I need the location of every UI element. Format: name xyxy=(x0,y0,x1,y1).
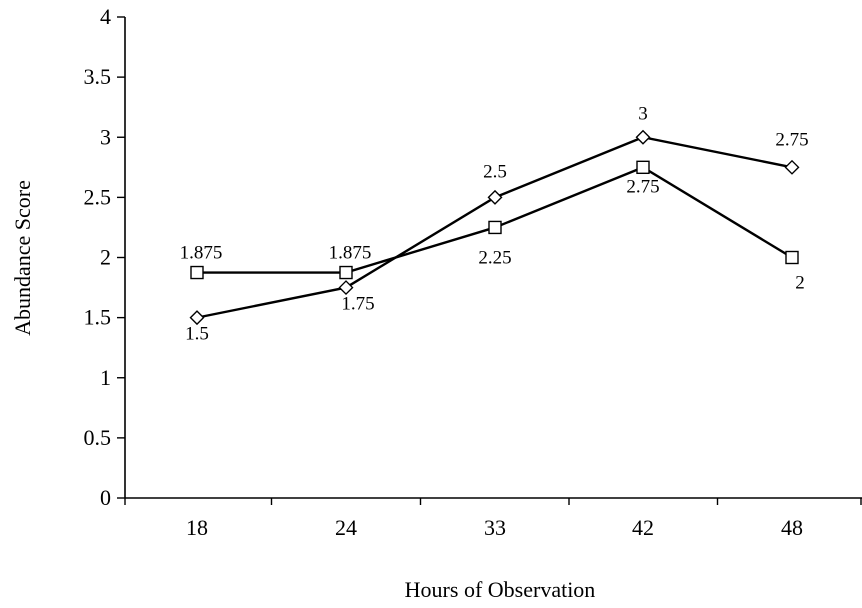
square-point xyxy=(636,160,650,175)
x-tick-label: 18 xyxy=(186,515,208,540)
y-tick-label: 0.5 xyxy=(84,425,112,450)
y-axis-title: Abundance Score xyxy=(10,180,35,336)
data-label: 2 xyxy=(795,273,805,294)
x-tick-label: 42 xyxy=(632,515,654,540)
data-label: 2.75 xyxy=(626,176,659,197)
y-tick-label: 3.5 xyxy=(84,64,112,89)
diamond-point xyxy=(338,280,354,296)
x-tick-label: 48 xyxy=(781,515,803,540)
diamond-point xyxy=(784,159,800,175)
x-axis-title: Hours of Observation xyxy=(405,577,596,602)
data-label: 1.875 xyxy=(180,243,223,264)
data-label: 2.25 xyxy=(478,247,511,268)
x-tick-label: 33 xyxy=(484,515,506,540)
series-2: 1.875 1.875 2.25 2.75 2 xyxy=(180,160,805,294)
y-axis: 0 0.5 1 1.5 2 2.5 3 3.5 4 xyxy=(84,4,126,510)
diamond-point xyxy=(487,189,503,205)
data-label: 1.875 xyxy=(329,243,372,264)
data-label: 1.5 xyxy=(185,324,209,345)
y-tick-label: 2.5 xyxy=(84,184,112,209)
square-point xyxy=(190,265,204,280)
series-1: 1.5 1.75 2.5 3 2.75 xyxy=(185,103,809,344)
y-tick-label: 1.5 xyxy=(84,305,112,330)
x-tick-label: 24 xyxy=(335,515,357,540)
x-axis: 18 24 33 42 48 xyxy=(124,497,862,540)
square-point xyxy=(785,250,799,265)
data-label: 2.5 xyxy=(483,161,507,182)
y-tick-label: 0 xyxy=(100,485,111,510)
series-layer: 1.5 1.75 2.5 3 2.75 1.875 1.875 2.25 2.75 2 xyxy=(180,103,809,344)
square-point xyxy=(488,220,502,235)
diamond-point xyxy=(635,129,651,145)
data-label: 2.75 xyxy=(775,129,808,150)
y-tick-label: 3 xyxy=(100,124,111,149)
y-tick-label: 1 xyxy=(100,365,111,390)
square-point xyxy=(339,265,353,280)
y-tick-label: 4 xyxy=(100,4,111,29)
data-label: 1.75 xyxy=(341,294,374,315)
diamond-point xyxy=(189,310,205,326)
data-label: 3 xyxy=(638,103,648,124)
y-tick-label: 2 xyxy=(100,245,111,270)
